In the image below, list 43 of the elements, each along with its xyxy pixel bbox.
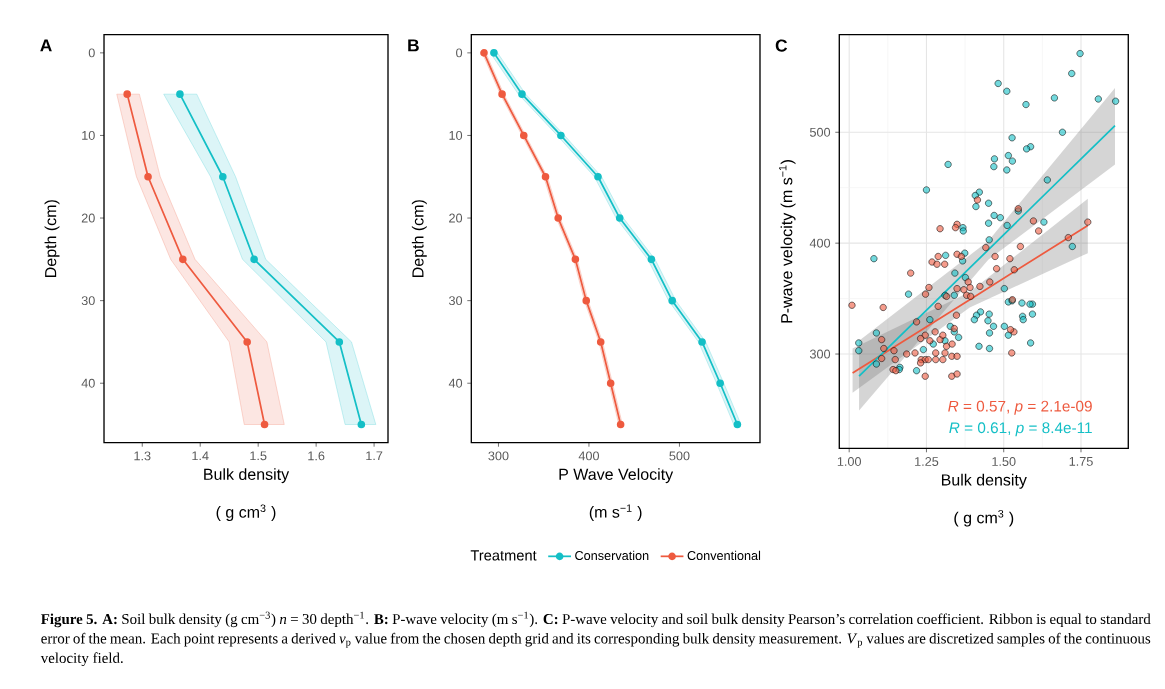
x-tick-label: 1.4: [192, 451, 209, 461]
y-tick-label: 40: [81, 378, 95, 388]
y-tick-label: 40: [448, 378, 463, 388]
y-tick-label: 10: [449, 130, 463, 140]
chart-title: A: [40, 39, 52, 52]
text: (m s$^{−1}$ ): [589, 504, 642, 521]
x-tick-label: 300: [488, 451, 509, 461]
y-tick-label: 500: [809, 127, 831, 137]
x-axis-title: P Wave Velocity: [559, 468, 674, 484]
x-tick-label: 1.75: [1069, 457, 1093, 466]
y-tick-label: 30: [81, 296, 95, 306]
y-tick-label: 20: [449, 213, 463, 223]
y-axis-title: P-wave velocity (m s$^{−1}$): [779, 160, 796, 323]
x-tick-label: 1.6: [308, 451, 325, 461]
y-tick-label: 20: [81, 213, 95, 223]
text: Figure 5. A: Soil bulk density (g cm$^{−3}$) n = 30 depth$^{−1}$. B: P-wave velocity (m s$^{−1}$). C: P-wave velocity and soil bulk density Pearson’s correlation coefficient. Ribbon is equal to standard error of the mean. Each point represents a derived v$_{p}$ value from the chosen depth grid and its corresponding bulk density measurement. V$_{p}$ values are discretized samples of the continuous velocity field.: [40, 611, 1151, 667]
annotation: R = 0.61, p = 8.4e-11: [949, 422, 1092, 437]
y-axis-title: Depth (cm): [44, 200, 60, 277]
legend-label: Conventional: [687, 550, 761, 561]
chart-title: B: [408, 39, 419, 52]
x-axis-title: Bulk density: [204, 468, 290, 484]
y-axis-title: Depth (cm): [411, 200, 427, 277]
y-tick-label: 0: [88, 48, 95, 58]
chart-title: C: [775, 39, 788, 52]
x-tick-label: 1.7: [366, 451, 383, 461]
annotation: R = 0.57, p = 2.1e-09: [948, 400, 1092, 415]
y-tick-label: 0: [456, 48, 463, 58]
y-tick-label: 30: [448, 296, 463, 306]
legend-label: Conservation: [575, 550, 649, 561]
legend-title: Treatment: [470, 550, 537, 561]
x-axis-title: Bulk density: [941, 473, 1027, 489]
x-tick-label: 1.00: [837, 457, 862, 466]
x-tick-label: 500: [669, 451, 690, 461]
x-tick-label: 1.25: [915, 457, 939, 466]
x-tick-label: 400: [578, 451, 600, 461]
x-tick-label: 1.5: [250, 451, 267, 461]
text: ( g cm$^{3}$ ): [216, 504, 276, 521]
x-tick-label: 1.50: [992, 457, 1016, 466]
y-tick-label: 400: [809, 238, 831, 248]
text: ( g cm$^{3}$ ): [954, 510, 1014, 527]
x-tick-label: 1.3: [134, 451, 151, 461]
y-tick-label: 300: [809, 349, 831, 359]
y-tick-label: 10: [82, 130, 95, 140]
